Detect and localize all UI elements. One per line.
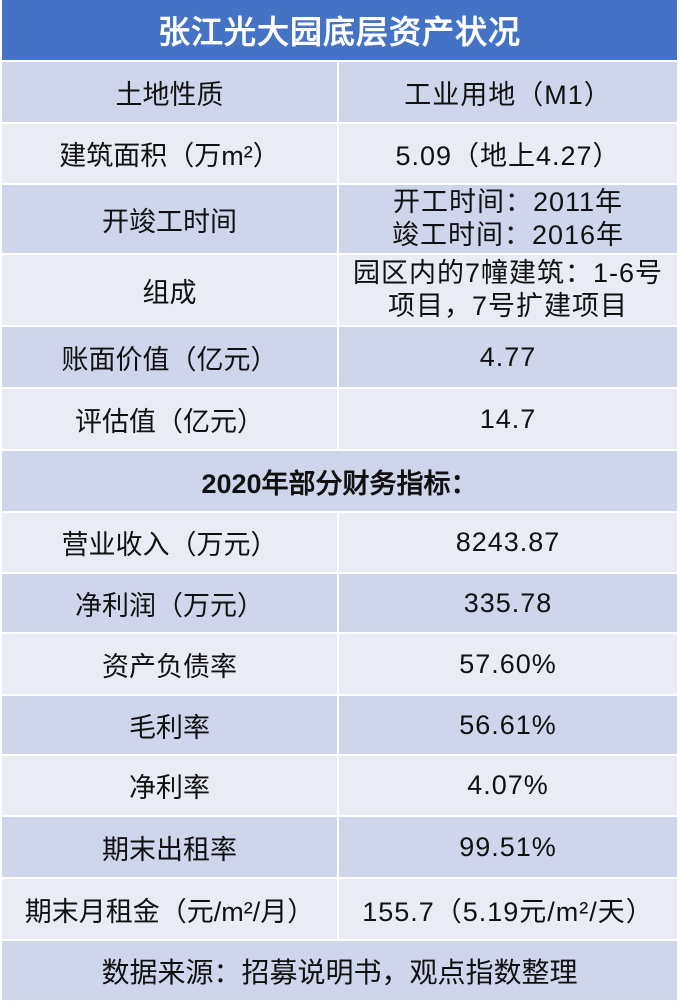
row-value: 8243.87 [339, 513, 677, 572]
row-value: 99.51% [339, 817, 677, 877]
row-value: 4.77 [339, 327, 677, 387]
table-row: 营业收入（万元） 8243.87 [2, 513, 677, 572]
row-value: 56.61% [339, 696, 677, 754]
row-value: 14.7 [339, 389, 677, 449]
table-row: 期末出租率 99.51% [2, 817, 677, 877]
value-line: 项目，7号扩建项目 [387, 291, 629, 321]
value-line: 开工时间：2011年 [392, 187, 624, 217]
row-value: 57.60% [339, 634, 677, 694]
table-row: 净利率 4.07% [2, 756, 677, 815]
table-row: 土地性质 工业用地（M1） [2, 62, 677, 122]
table-row: 建筑面积（万m²） 5.09（地上4.27） [2, 124, 677, 183]
table-title: 张江光大园底层资产状况 [2, 0, 677, 60]
row-label: 土地性质 [2, 62, 337, 122]
row-label: 开竣工时间 [2, 185, 337, 253]
value-line: 园区内的7幢建筑：1-6号 [352, 258, 664, 288]
row-value: 4.07% [339, 756, 677, 815]
row-value: 园区内的7幢建筑：1-6号 项目，7号扩建项目 [339, 255, 677, 325]
row-label: 净利率 [2, 756, 337, 815]
table-row: 账面价值（亿元） 4.77 [2, 327, 677, 387]
row-value: 工业用地（M1） [339, 62, 677, 122]
row-label: 账面价值（亿元） [2, 327, 337, 387]
row-label: 资产负债率 [2, 634, 337, 694]
row-label: 净利润（万元） [2, 574, 337, 632]
table-row: 开竣工时间 开工时间：2011年 竣工时间：2016年 [2, 185, 677, 253]
row-value: 155.7（5.19元/m²/天） [339, 879, 677, 939]
row-label: 期末出租率 [2, 817, 337, 877]
table-row: 毛利率 56.61% [2, 696, 677, 754]
table-row: 期末月租金（元/m²/月） 155.7（5.19元/m²/天） [2, 879, 677, 939]
table-row: 评估值（亿元） 14.7 [2, 389, 677, 449]
row-label: 组成 [2, 255, 337, 325]
value-line: 竣工时间：2016年 [391, 220, 625, 250]
row-label: 评估值（亿元） [2, 389, 337, 449]
table-row: 资产负债率 57.60% [2, 634, 677, 694]
row-label: 建筑面积（万m²） [2, 124, 337, 183]
section-header-row: 2020年部分财务指标： [2, 451, 677, 511]
row-value: 335.78 [339, 574, 677, 632]
row-value: 开工时间：2011年 竣工时间：2016年 [339, 185, 677, 253]
row-label: 毛利率 [2, 696, 337, 754]
row-label: 营业收入（万元） [2, 513, 337, 572]
source-note: 数据来源：招募说明书，观点指数整理 [2, 941, 677, 1000]
table-row: 净利润（万元） 335.78 [2, 574, 677, 632]
source-note-row: 数据来源：招募说明书，观点指数整理 [2, 941, 677, 1000]
row-label: 期末月租金（元/m²/月） [2, 879, 337, 939]
row-value: 5.09（地上4.27） [339, 124, 677, 183]
table-row: 组成 园区内的7幢建筑：1-6号 项目，7号扩建项目 [2, 255, 677, 325]
financials-section-header: 2020年部分财务指标： [2, 451, 677, 511]
